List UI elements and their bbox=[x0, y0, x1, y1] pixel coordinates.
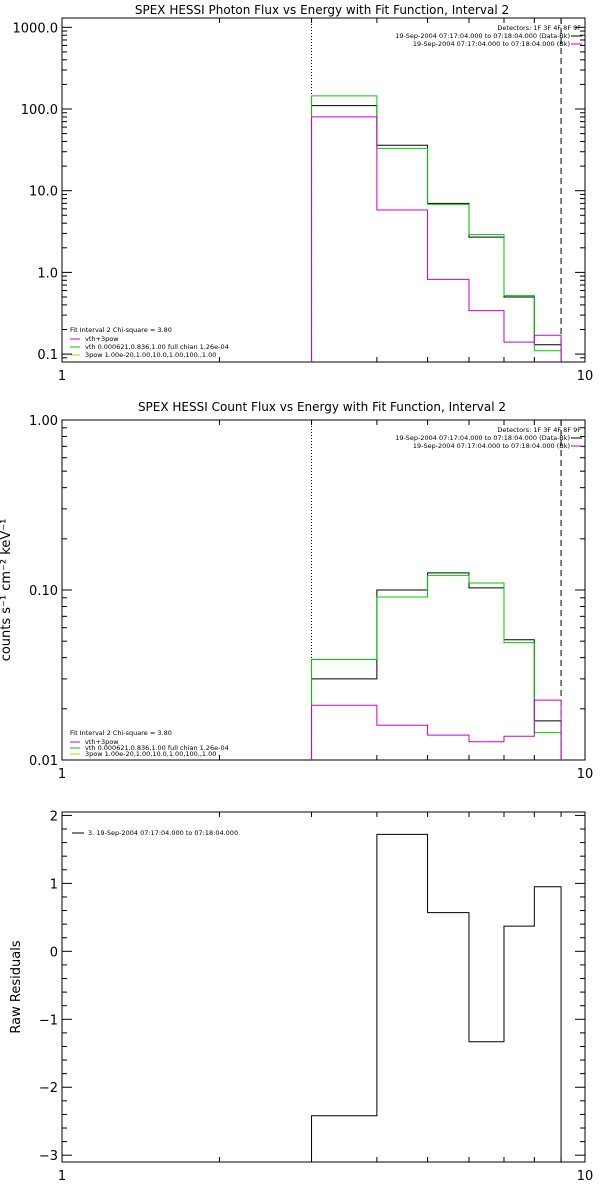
plot-frame bbox=[61, 811, 586, 1163]
chart-title: SPEX HESSI Count Flux vs Energy with Fit… bbox=[138, 400, 506, 414]
count-flux-panel: SPEX HESSI Count Flux vs Energy with Fit… bbox=[0, 400, 593, 782]
y-tick-label: −3 bbox=[39, 1149, 58, 1164]
plot-frame bbox=[61, 17, 586, 363]
fit-legend-entry: 3pow 1.00e-20,1.00,10.0,1.00,100.,1.00 bbox=[85, 351, 216, 359]
y-axis-ticks: 1.00 0.10 0.01 bbox=[29, 414, 585, 769]
y-tick-label: 0.10 bbox=[29, 584, 58, 599]
series-step-line bbox=[311, 833, 562, 1162]
x-tick-label: 10 bbox=[577, 369, 594, 384]
series-group bbox=[311, 95, 562, 362]
series-step-line bbox=[311, 116, 562, 362]
y-axis-label: Raw Residuals bbox=[9, 940, 24, 1033]
x-tick-label: 1 bbox=[58, 767, 66, 782]
y-tick-label: 2 bbox=[50, 809, 58, 824]
reference-lines bbox=[311, 420, 562, 760]
series-step-line bbox=[311, 572, 562, 760]
x-tick-label: 10 bbox=[577, 767, 594, 782]
x-tick-label: 10 bbox=[577, 1169, 594, 1184]
residual-legend: 3. 19-Sep-2004 07:17:04.000 to 07:18:04.… bbox=[72, 829, 238, 837]
y-axis-ticks: 1000.0 100.0 10.0 1.0 0.1 bbox=[13, 21, 585, 363]
x-tick-label: 1 bbox=[58, 1169, 66, 1184]
fit-legend-entry: vth 0.000621,0.836,1.00 full chian 1.26e… bbox=[85, 744, 229, 752]
y-tick-label: 10.0 bbox=[29, 185, 58, 200]
fit-legend-entry: vth 0.000621,0.836,1.00 full chian 1.26e… bbox=[85, 343, 229, 351]
y-tick-label: −1 bbox=[39, 1013, 58, 1028]
info-line: 19-Sep-2004 07:17:04.000 to 07:18:04.000… bbox=[413, 442, 570, 450]
x-tick-label: 1 bbox=[58, 369, 66, 384]
detectors-label: Detectors: 1F 3F 4F 8F 9F bbox=[497, 426, 581, 434]
legend-entry: 3. 19-Sep-2004 07:17:04.000 to 07:18:04.… bbox=[88, 829, 238, 837]
info-line: 19-Sep-2004 07:17:04.000 to 07:18:04.000… bbox=[413, 40, 570, 48]
photon-flux-panel: SPEX HESSI Photon Flux vs Energy with Fi… bbox=[13, 3, 594, 384]
chart-title: SPEX HESSI Photon Flux vs Energy with Fi… bbox=[135, 3, 509, 17]
y-tick-label: 0.1 bbox=[37, 348, 58, 363]
series-step-line bbox=[311, 105, 562, 362]
y-axis-label: counts s⁻¹ cm⁻² keV⁻¹ bbox=[0, 519, 14, 662]
y-tick-label: 0.01 bbox=[29, 754, 58, 769]
reference-lines bbox=[311, 18, 562, 362]
x-axis-ticks: 1 10 bbox=[58, 420, 593, 782]
detector-info: Detectors: 1F 3F 4F 8F 9F 19-Sep-2004 07… bbox=[395, 426, 582, 450]
y-tick-label: 100.0 bbox=[21, 103, 58, 118]
series-step-line bbox=[311, 574, 562, 760]
y-tick-label: 1 bbox=[50, 877, 58, 892]
fit-legend-entry: vth+3pow bbox=[85, 738, 119, 746]
fit-legend-header: Fit Interval 2 Chi-square = 3.80 bbox=[70, 729, 172, 737]
series-step-line bbox=[311, 699, 562, 760]
series-step-line bbox=[311, 95, 562, 362]
residuals-panel: Raw Residuals 210−1−2−3 1 10 3. 19-Sep-20… bbox=[9, 809, 593, 1184]
info-line: 19-Sep-2004 07:17:04.000 to 07:18:04.000… bbox=[395, 434, 570, 442]
fit-legend: Fit Interval 2 Chi-square = 3.80 vth+3po… bbox=[70, 326, 229, 359]
y-tick-label: 0 bbox=[50, 945, 58, 960]
y-tick-label: −2 bbox=[39, 1081, 58, 1096]
y-tick-label: 1000.0 bbox=[13, 21, 59, 36]
y-tick-label: 1.0 bbox=[37, 266, 58, 281]
info-line: 19-Sep-2004 07:17:04.000 to 07:18:04.000… bbox=[395, 32, 570, 40]
fit-legend-entry: 3pow 1.00e-20,1.00,10.0,1.00,100.,1.00 bbox=[85, 750, 216, 758]
series-group bbox=[311, 833, 562, 1162]
y-tick-label: 1.00 bbox=[29, 414, 58, 429]
plot-frame bbox=[61, 419, 586, 761]
fit-legend-entry: vth+3pow bbox=[85, 335, 119, 343]
detector-info: Detectors: 1F 3F 4F 8F 9F 19-Sep-2004 07… bbox=[395, 24, 582, 48]
x-axis-ticks: 1 10 bbox=[58, 812, 593, 1184]
y-axis-ticks: 2 1 0 −1 −2 −3 bbox=[39, 809, 585, 1164]
fit-legend: Fit Interval 2 Chi-square = 3.80 vth+3po… bbox=[70, 729, 229, 758]
fit-legend-header: Fit Interval 2 Chi-square = 3.80 bbox=[70, 326, 172, 334]
series-group bbox=[311, 572, 562, 760]
detectors-label: Detectors: 1F 3F 4F 8F 9F bbox=[497, 24, 581, 32]
